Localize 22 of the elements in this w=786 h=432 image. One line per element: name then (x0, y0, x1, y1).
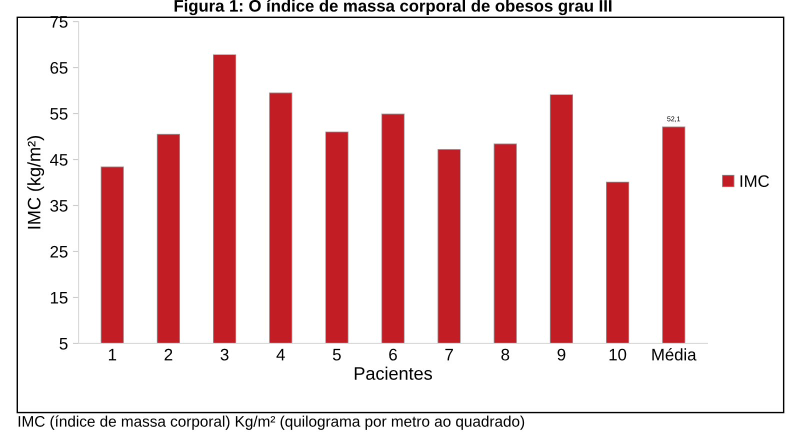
text: IMC (índice de massa corporal) Kg/m² (quilograma por metro ao quadrado) (18, 415, 524, 430)
y-tick-label: 5 (60, 338, 68, 350)
y-tick-label: 25 (50, 246, 68, 258)
x-tick-label: 7 (445, 348, 453, 360)
x-axis-title: Pacientes (354, 366, 432, 380)
legend-label: IMC (740, 175, 769, 187)
x-tick-label: 8 (501, 348, 510, 361)
y-tick-label: 55 (50, 108, 68, 120)
x-tick-label: 2 (164, 348, 172, 360)
y-tick-label: 15 (50, 292, 68, 304)
x-tick-label: 5 (332, 348, 341, 361)
x-tick-label: 10 (610, 348, 626, 361)
y-tick-label: 65 (50, 62, 68, 74)
x-tick-label: 6 (389, 348, 397, 361)
y-tick-label: 35 (50, 200, 68, 212)
y-axis-title: IMC (kg/m²) (27, 136, 44, 228)
x-tick-label: 4 (276, 348, 285, 360)
x-tick-label: 1 (108, 348, 116, 360)
x-tick-label: 9 (558, 348, 566, 361)
y-tick-label: 45 (50, 154, 68, 166)
x-tick-label: Média (652, 348, 696, 361)
x-tick-label: 3 (220, 348, 228, 361)
